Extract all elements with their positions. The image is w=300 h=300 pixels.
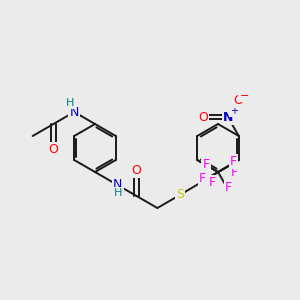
Text: O: O [132, 164, 142, 177]
Text: F: F [202, 158, 210, 170]
Text: H: H [66, 98, 74, 108]
Text: F: F [230, 155, 237, 168]
Text: N: N [113, 178, 122, 190]
Text: O: O [198, 111, 208, 124]
Text: F: F [225, 181, 232, 194]
Text: H: H [114, 188, 122, 198]
Text: F: F [231, 166, 239, 178]
Text: F: F [199, 172, 206, 185]
Text: N: N [223, 111, 233, 124]
Text: F: F [208, 176, 216, 189]
Text: S: S [176, 188, 184, 200]
Text: −: − [239, 91, 249, 101]
Text: O: O [49, 143, 58, 156]
Text: O: O [233, 94, 243, 107]
Text: +: + [230, 106, 238, 116]
Text: N: N [70, 106, 79, 118]
